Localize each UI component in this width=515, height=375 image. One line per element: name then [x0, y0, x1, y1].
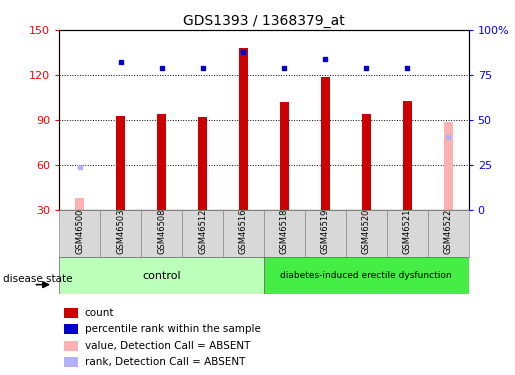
Text: GSM46519: GSM46519: [321, 209, 330, 254]
Text: GSM46512: GSM46512: [198, 209, 207, 254]
Text: rank, Detection Call = ABSENT: rank, Detection Call = ABSENT: [84, 357, 245, 367]
Text: GSM46503: GSM46503: [116, 209, 125, 254]
Bar: [64, 308, 78, 318]
Bar: [362, 114, 371, 210]
Text: GSM46522: GSM46522: [444, 209, 453, 254]
Bar: [116, 116, 125, 210]
Text: GSM46508: GSM46508: [157, 209, 166, 254]
Text: disease state: disease state: [3, 274, 72, 284]
Text: value, Detection Call = ABSENT: value, Detection Call = ABSENT: [84, 340, 250, 351]
Text: GSM46520: GSM46520: [362, 209, 371, 254]
Bar: [321, 76, 330, 210]
Bar: [100, 210, 141, 257]
Bar: [427, 210, 469, 257]
Bar: [64, 340, 78, 351]
Bar: [264, 210, 305, 257]
Bar: [64, 357, 78, 367]
Text: GSM46500: GSM46500: [75, 209, 84, 254]
Bar: [75, 198, 84, 210]
Text: count: count: [84, 308, 114, 318]
Bar: [223, 210, 264, 257]
Text: GSM46521: GSM46521: [403, 209, 411, 254]
Bar: [444, 122, 453, 210]
Bar: [59, 257, 264, 294]
Bar: [182, 210, 223, 257]
Title: GDS1393 / 1368379_at: GDS1393 / 1368379_at: [183, 13, 345, 28]
Bar: [264, 257, 469, 294]
Text: GSM46516: GSM46516: [239, 209, 248, 254]
Bar: [280, 102, 289, 210]
Bar: [141, 210, 182, 257]
Bar: [239, 48, 248, 210]
Text: percentile rank within the sample: percentile rank within the sample: [84, 324, 261, 334]
Text: control: control: [142, 271, 181, 280]
Bar: [387, 210, 427, 257]
Text: diabetes-induced erectile dysfunction: diabetes-induced erectile dysfunction: [281, 271, 452, 280]
Bar: [59, 210, 100, 257]
Bar: [64, 324, 78, 334]
Bar: [346, 210, 387, 257]
Bar: [403, 100, 411, 210]
Bar: [305, 210, 346, 257]
Bar: [198, 117, 207, 210]
Text: GSM46518: GSM46518: [280, 209, 289, 254]
Bar: [157, 114, 166, 210]
